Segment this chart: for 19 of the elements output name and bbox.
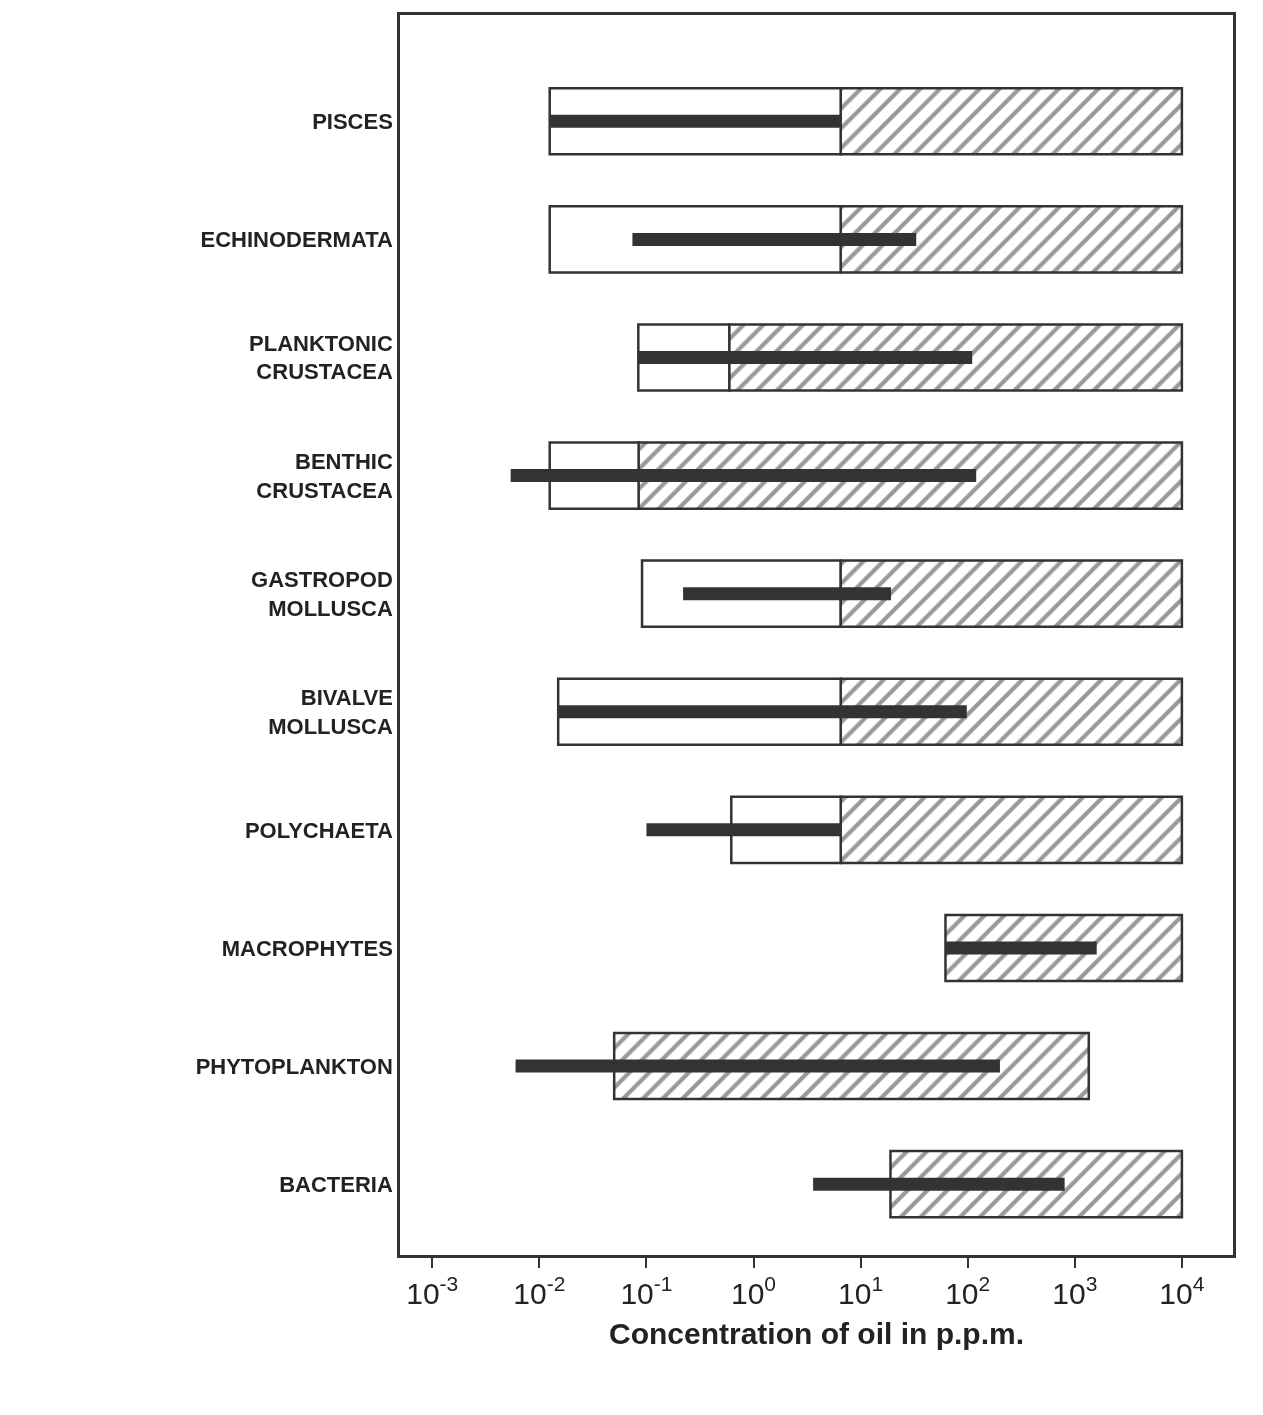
- x-tick-label: 10$^{1}$: [838, 1272, 884, 1310]
- y-tick-label: BACTERIA: [279, 1171, 393, 1197]
- y-tick-label: PLANKTONIC CRUSTACEA: [249, 330, 393, 385]
- y-tick-label: PHYTOPLANKTON: [195, 1053, 393, 1079]
- x-tick-label: 10$^{-2}$: [513, 1272, 566, 1310]
- x-tick-label: 10$^{2}$: [945, 1272, 991, 1310]
- y-tick-label: PISCES: [312, 108, 393, 134]
- y-tick-label: ECHINODERMATA: [200, 227, 393, 253]
- x-tick-label: 10$^{-3}$: [406, 1272, 459, 1310]
- y-tick-label: BENTHIC CRUSTACEA: [256, 448, 393, 503]
- y-tick-label: POLYCHAETA: [244, 817, 393, 843]
- x-axis-title: Concentration of oil in p.p.m.: [609, 1317, 1024, 1351]
- x-tick-label: 10$^{0}$: [730, 1272, 777, 1310]
- x-tick-label: 10$^{3}$: [1052, 1272, 1098, 1310]
- x-tick-label: 10$^{4}$: [1159, 1272, 1205, 1310]
- y-tick-label: BIVALVE MOLLUSCA: [268, 685, 393, 739]
- y-tick-label: MACROPHYTES: [221, 935, 393, 961]
- y-tick-label: GASTROPOD MOLLUSCA: [251, 567, 393, 621]
- x-tick-label: 10$^{-1}$: [620, 1272, 673, 1310]
